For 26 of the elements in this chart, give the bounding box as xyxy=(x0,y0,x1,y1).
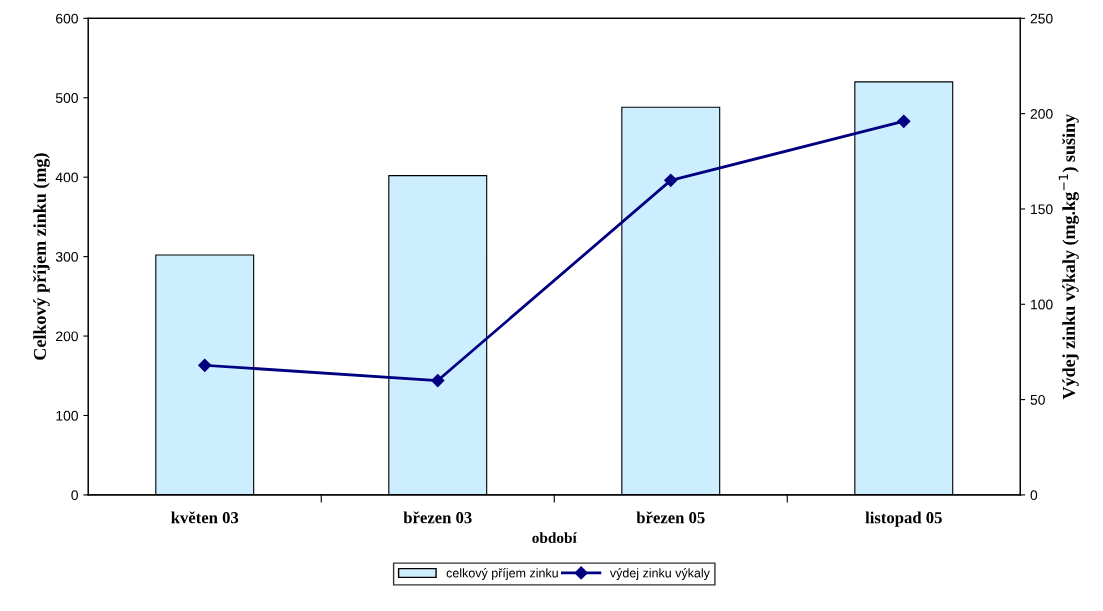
legend-label: výdej zinku výkaly xyxy=(609,568,710,580)
y2-tick-label: 200 xyxy=(1030,108,1053,119)
y2-tick-label: 150 xyxy=(1031,204,1053,215)
legend-label: celkový příjem zinku xyxy=(446,568,558,580)
point xyxy=(431,373,445,388)
y2-tick-label: 0 xyxy=(1030,490,1038,501)
x-tick-label: březen 05 xyxy=(636,511,705,524)
x-tick-label: květen 03 xyxy=(171,511,239,524)
y-tick-label: 500 xyxy=(55,93,78,103)
x-axis-title: období xyxy=(532,532,577,543)
y-tick-label: 0 xyxy=(71,490,78,501)
y-tick-label: 400 xyxy=(55,172,78,183)
y2-tick-label: 50 xyxy=(1030,394,1045,405)
x-tick-label: listopad 05 xyxy=(865,511,942,527)
y-tick-label: 300 xyxy=(55,251,78,262)
y-tick-label: 600 xyxy=(56,13,78,24)
point xyxy=(198,358,212,372)
point xyxy=(897,114,911,128)
point xyxy=(664,173,678,187)
y-axis-title: Celkový příjem zinku (mg) xyxy=(33,153,50,360)
y2-tick-label: 100 xyxy=(1031,299,1053,310)
y2-tick-label: 250 xyxy=(1030,13,1053,24)
x-tick-label: březen 03 xyxy=(403,511,472,524)
y-tick-label: 200 xyxy=(56,331,78,342)
y2-axis-title: Výdej zinku výkaly (mg.kg$^{−1}$) sušiny xyxy=(1058,114,1079,400)
y-tick-label: 100 xyxy=(56,410,78,421)
